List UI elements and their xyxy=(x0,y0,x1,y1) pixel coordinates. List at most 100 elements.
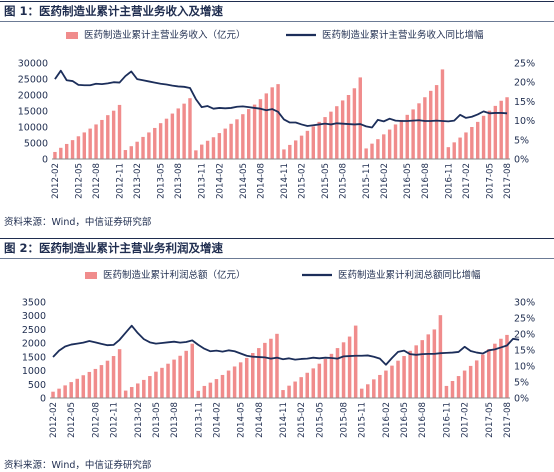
chart1-legend-line-label: 医药制造业累计主营业务收入同比增幅 xyxy=(322,29,484,41)
chart2-bar-71 xyxy=(481,354,485,398)
chart2-bar-47 xyxy=(335,348,340,398)
chart2-bar-48 xyxy=(341,342,346,398)
chart2-bar-8 xyxy=(99,365,104,398)
chart2-bar-44 xyxy=(317,363,322,398)
chart2-bar-34 xyxy=(257,348,261,398)
chart2-bar-37 xyxy=(275,333,279,398)
chart1-legend-bar-swatch xyxy=(66,32,78,39)
chart1-bar-28 xyxy=(217,133,222,159)
chart2-bar-74 xyxy=(499,338,503,398)
chart2-x-tick-5: 2013-05 xyxy=(152,402,162,438)
chart2-bar-5 xyxy=(81,375,86,398)
chart2-bar-6 xyxy=(87,371,92,398)
chart2-bar-25 xyxy=(202,385,207,398)
chart2-bar-52 xyxy=(366,384,370,398)
chart2-bar-68 xyxy=(462,370,467,398)
chart1-bar-6 xyxy=(88,128,92,159)
chart1-bar-57 xyxy=(387,129,392,159)
chart1-x-tick-8: 2014-02 xyxy=(215,163,225,199)
chart1-bar-52 xyxy=(358,77,362,159)
chart1-x-tick-11: 2014-11 xyxy=(280,163,290,199)
chart2-right-tick-2: 10% xyxy=(514,362,535,373)
chart1-bar-16 xyxy=(147,132,151,159)
chart1-bar-8 xyxy=(100,119,104,159)
chart2-bar-12 xyxy=(123,390,128,398)
chart1-right-tick-3: 15% xyxy=(514,97,535,108)
chart2-x-tick-19: 2016-11 xyxy=(442,402,452,438)
chart2-x-tick-1: 2012-05 xyxy=(67,402,77,438)
chart2-bars xyxy=(51,315,509,398)
chart1-bar-38 xyxy=(276,84,280,159)
chart1-legend: 医药制造业累计主营业务收入（亿元） 医药制造业累计主营业务收入同比增幅 xyxy=(66,29,484,41)
chart1-bar-61 xyxy=(411,109,415,159)
chart2-bar-60 xyxy=(414,345,418,398)
chart2-left-tick-5: 2500 xyxy=(22,325,46,336)
chart1-x-tick-17: 2016-05 xyxy=(403,163,413,199)
chart2-bar-58 xyxy=(402,356,406,398)
chart1-x-tick-12: 2015-02 xyxy=(298,163,308,199)
chart2-bar-66 xyxy=(450,380,455,398)
chart1-title: 图 1：医药制造业累计主营业务收入及增速 xyxy=(4,4,224,18)
chart2-x-tick-21: 2017-05 xyxy=(485,402,495,438)
chart1-bar-1 xyxy=(59,147,63,159)
chart1-bar-59 xyxy=(399,119,404,159)
chart2-x-tick-2: 2012-08 xyxy=(91,402,101,438)
chart1-bar-53 xyxy=(364,148,368,159)
chart1-bar-29 xyxy=(223,128,227,159)
chart2-bar-39 xyxy=(287,385,291,398)
chart2-bar-38 xyxy=(281,390,285,398)
chart2-legend: 医药制造业累计利润总额（亿元） 医药制造业累计利润总额同比增幅 xyxy=(85,269,481,281)
chart1-bar-0 xyxy=(53,151,57,159)
chart2-bar-40 xyxy=(293,381,297,398)
chart2-bar-49 xyxy=(347,336,352,398)
chart1-title-bar xyxy=(0,1,554,2)
chart2-bar-41 xyxy=(299,377,303,398)
chart2-x-tick-10: 2014-08 xyxy=(255,402,265,438)
chart2-x-tick-15: 2015-11 xyxy=(358,402,368,438)
chart1-bar-14 xyxy=(135,141,139,159)
chart2-x-tick-4: 2013-02 xyxy=(134,402,144,438)
chart2-bar-22 xyxy=(184,350,188,398)
chart1-left-tick-4: 20000 xyxy=(18,91,48,102)
chart1-bar-5 xyxy=(82,132,86,159)
chart1-bar-41 xyxy=(293,140,298,159)
chart2-bar-26 xyxy=(208,382,213,398)
chart1-bar-50 xyxy=(346,95,351,159)
chart1-bar-11 xyxy=(117,104,122,159)
chart2-x-tick-0: 2012-02 xyxy=(49,402,59,438)
chart2-bar-15 xyxy=(142,379,146,398)
chart1-bar-64 xyxy=(429,90,433,159)
chart1-bar-24 xyxy=(194,150,198,159)
chart2-x-tick-8: 2014-02 xyxy=(212,402,222,438)
chart1-bar-62 xyxy=(417,103,421,159)
chart2-bar-67 xyxy=(456,376,461,398)
chart2-bar-16 xyxy=(148,376,152,398)
chart1-bar-18 xyxy=(158,123,163,159)
chart1-left-tick-2: 10000 xyxy=(18,123,48,134)
chart2-legend-bar-label: 医药制造业累计利润总额（亿元） xyxy=(103,269,246,281)
chart2-x-tick-16: 2016-02 xyxy=(382,402,392,438)
chart1-bar-20 xyxy=(170,113,175,159)
chart1-bar-19 xyxy=(164,118,169,159)
chart1-x-tick-18: 2016-08 xyxy=(421,163,431,199)
chart1-bar-73 xyxy=(481,115,486,159)
chart2-bar-21 xyxy=(178,355,182,398)
chart1-bar-54 xyxy=(370,143,374,159)
chart1-x-tick-19: 2016-11 xyxy=(444,163,454,199)
chart1-bar-7 xyxy=(94,124,98,159)
chart1-bar-10 xyxy=(111,110,116,159)
chart1-bar-36 xyxy=(264,93,269,159)
chart1-bar-3 xyxy=(70,140,75,159)
chart1-bar-34 xyxy=(252,104,257,159)
chart2-x-tick-7: 2013-11 xyxy=(194,402,204,438)
chart2-growth-line xyxy=(52,324,520,366)
chart1-bar-40 xyxy=(288,144,292,159)
chart1-bar-76 xyxy=(499,100,503,159)
chart2-bar-20 xyxy=(172,359,176,398)
chart2-legend-line-label: 医药制造业累计利润总额同比增幅 xyxy=(338,269,481,281)
chart2-bar-0 xyxy=(51,391,55,398)
chart1-legend-bar-label: 医药制造业累计主营业务收入（亿元） xyxy=(84,29,246,41)
chart1-bar-9 xyxy=(106,115,110,159)
chart1-bar-32 xyxy=(241,114,245,159)
chart1-x-tick-1: 2012-05 xyxy=(74,163,84,199)
